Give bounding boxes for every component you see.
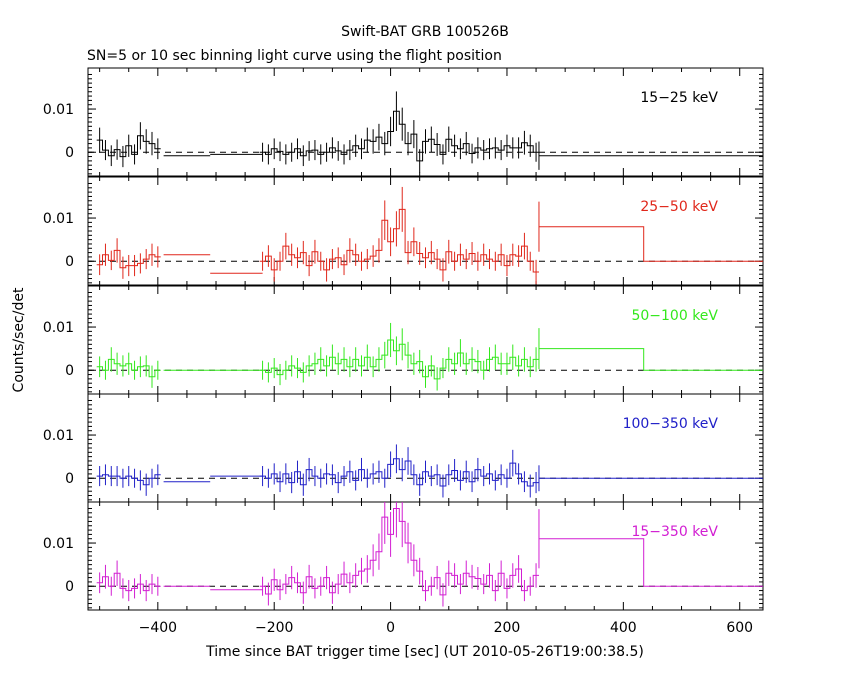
chart-subtitle: SN=5 or 10 sec binning light curve using… — [87, 48, 502, 64]
x-tick-label: −200 — [255, 620, 293, 636]
chart-title: Swift-BAT GRB 100526B — [341, 24, 509, 40]
series-binned — [96, 474, 161, 486]
panel-2: 0.01 0 25−50 keV — [43, 176, 764, 286]
panel-1: 0.01 0 15−25 keV — [43, 67, 764, 177]
y-axis-label: Counts/sec/det — [11, 287, 27, 392]
panels: 0.01 0 15−25 keV 0.01 0 25−50 keV 0.01 0 50−100 … — [43, 67, 764, 611]
x-axis-label: Time since BAT trigger time [sec] (UT 20… — [205, 644, 644, 660]
x-tick-label: 200 — [494, 620, 521, 636]
y-tick-label: 0.01 — [43, 211, 74, 227]
panel-4: 0.01 0 100−350 keV — [43, 393, 764, 503]
y-tick-label: 0.01 — [43, 428, 74, 444]
series-binned2 — [259, 208, 539, 273]
y-tick-label: 0 — [65, 471, 74, 487]
series-binned2 — [259, 339, 539, 380]
y-tick-label: 0 — [65, 579, 74, 595]
y-tick-label: 0.01 — [43, 102, 74, 118]
series-binned — [96, 572, 161, 592]
y-tick-label: 0 — [65, 254, 74, 270]
band-label: 15−25 keV — [640, 90, 718, 106]
series-binned — [96, 358, 161, 378]
panel-5: 0.01 0 15−350 keV — [43, 501, 764, 611]
series-binned2 — [259, 110, 539, 162]
series-tail — [539, 226, 763, 262]
x-tick-label: 600 — [726, 620, 753, 636]
x-tick-label: 400 — [610, 620, 637, 636]
band-label: 100−350 keV — [623, 416, 719, 432]
x-tick-labels: −400 −200 0 200 400 600 — [139, 620, 753, 636]
panel-frame — [87, 67, 764, 177]
series-binned — [96, 249, 161, 269]
panel-frame — [87, 176, 764, 286]
panel-3: 0.01 0 50−100 keV — [43, 285, 764, 395]
band-label: 25−50 keV — [640, 199, 718, 215]
band-label: 15−350 keV — [631, 524, 718, 540]
series-binned — [96, 135, 161, 158]
series-tail — [539, 348, 763, 371]
band-label: 50−100 keV — [631, 308, 718, 324]
x-tick-label: −400 — [139, 620, 177, 636]
y-tick-label: 0.01 — [43, 320, 74, 336]
series-tail — [539, 538, 763, 587]
x-tick-label: 0 — [386, 620, 395, 636]
series-binned2 — [259, 458, 539, 487]
series-binned2 — [259, 508, 539, 596]
y-tick-label: 0 — [65, 363, 74, 379]
panel-frame — [87, 393, 764, 503]
y-tick-label: 0.01 — [43, 536, 74, 552]
y-tick-label: 0 — [65, 145, 74, 161]
